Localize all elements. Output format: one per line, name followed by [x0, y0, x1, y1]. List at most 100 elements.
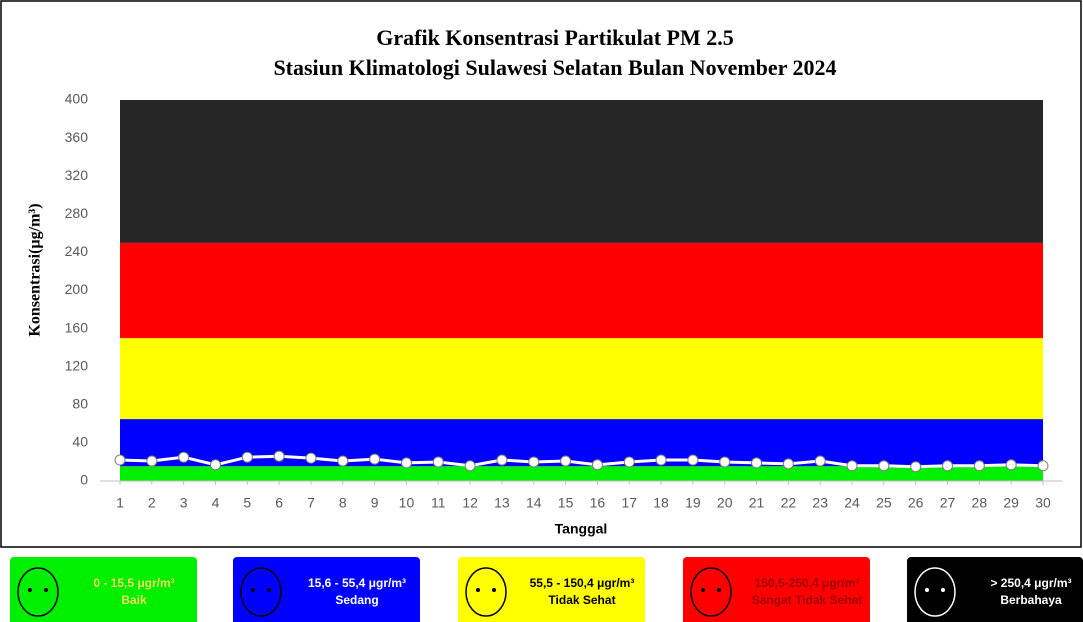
point — [719, 456, 731, 468]
point — [528, 456, 540, 468]
point — [464, 460, 476, 472]
x-tick-label: 12 — [462, 495, 478, 511]
face-eye — [251, 588, 255, 592]
x-tick-label: 14 — [526, 495, 542, 511]
y-tick-label: 400 — [65, 91, 89, 107]
x-tick-label: 10 — [399, 495, 415, 511]
face-eye — [717, 588, 721, 592]
legend-box — [233, 557, 420, 622]
point — [942, 460, 954, 472]
legend-label: Baik — [121, 593, 147, 607]
point — [337, 455, 349, 467]
face-icon — [240, 567, 282, 617]
point — [846, 460, 858, 472]
face-icon — [465, 567, 507, 617]
point — [782, 458, 794, 470]
band — [120, 338, 1043, 420]
point — [496, 454, 508, 466]
point — [560, 455, 572, 467]
y-tick-label: 120 — [65, 357, 89, 373]
x-tick-label: 26 — [908, 495, 924, 511]
legend-label: Tidak Sehat — [548, 593, 615, 607]
point — [209, 459, 221, 471]
x-tick-label: 30 — [1035, 495, 1051, 511]
band — [120, 466, 1043, 481]
x-tick-label: 19 — [685, 495, 701, 511]
legend-range: 55,5 - 150,4 μgr/m³ — [530, 576, 635, 590]
face-eye — [267, 588, 271, 592]
x-tick-label: 21 — [749, 495, 765, 511]
point — [369, 453, 381, 465]
x-axis-label: Tanggal — [555, 521, 608, 537]
y-tick-label: 280 — [65, 205, 89, 221]
point — [814, 455, 826, 467]
legend-label: Sangat Tidak Sehat — [752, 593, 862, 607]
legend-range: 150,5-250,4 μgr/m³ — [755, 576, 860, 590]
point — [910, 461, 922, 473]
point — [878, 460, 890, 472]
x-tick-label: 20 — [717, 495, 733, 511]
x-tick-label: 17 — [621, 495, 637, 511]
y-tick-label: 200 — [65, 281, 89, 297]
point — [623, 456, 635, 468]
x-tick-label: 28 — [972, 495, 988, 511]
x-tick-label: 8 — [339, 495, 347, 511]
band — [120, 100, 1043, 243]
face-eye — [492, 588, 496, 592]
x-tick-label: 2 — [148, 495, 156, 511]
point — [400, 457, 412, 469]
point — [178, 451, 190, 463]
y-tick-label: 160 — [65, 319, 89, 335]
x-tick-label: 6 — [275, 495, 283, 511]
point — [973, 460, 985, 472]
point — [146, 455, 158, 467]
x-tick-label: 13 — [494, 495, 510, 511]
face-eye — [28, 588, 32, 592]
x-tick-label: 29 — [1003, 495, 1019, 511]
face-icon — [914, 567, 956, 617]
x-tick-label: 7 — [307, 495, 315, 511]
point — [273, 450, 285, 462]
point — [687, 454, 699, 466]
face-eye — [701, 588, 705, 592]
y-tick-label: 0 — [80, 472, 88, 488]
y-tick-label: 40 — [72, 434, 88, 450]
x-tick-label: 9 — [371, 495, 379, 511]
point — [751, 457, 763, 469]
x-tick-label: 1 — [116, 495, 124, 511]
legend-range: 0 - 15,5 μgr/m³ — [93, 576, 174, 590]
band — [120, 419, 1043, 467]
chart-title: Grafik Konsentrasi Partikulat PM 2.5 — [376, 25, 733, 50]
point — [591, 459, 603, 471]
point — [305, 452, 317, 464]
x-tick-label: 11 — [431, 495, 446, 511]
legend-box — [10, 557, 197, 622]
face-eye — [925, 588, 929, 592]
face-eye — [44, 588, 48, 592]
x-tick-label: 3 — [180, 495, 188, 511]
legend-box — [458, 557, 645, 622]
point — [114, 454, 126, 466]
point — [241, 451, 253, 463]
x-tick-label: 27 — [940, 495, 956, 511]
y-tick-label: 240 — [65, 243, 89, 259]
point — [1005, 459, 1017, 471]
legend-range: > 250,4 μgr/m³ — [990, 576, 1071, 590]
x-tick-label: 16 — [590, 495, 606, 511]
legend-label: Sedang — [335, 593, 378, 607]
face-icon — [690, 567, 732, 617]
x-tick-label: 22 — [781, 495, 797, 511]
legend-range: 15,6 - 55,4 μgr/m³ — [308, 576, 406, 590]
x-tick-label: 25 — [876, 495, 892, 511]
band — [120, 242, 1043, 339]
y-tick-label: 80 — [72, 396, 88, 412]
y-tick-label: 320 — [65, 167, 89, 183]
y-tick-label: 360 — [65, 129, 89, 145]
point — [432, 456, 444, 468]
x-tick-label: 18 — [653, 495, 669, 511]
y-axis-label: Konsentrasi(µg/m³) — [27, 203, 44, 336]
face-eye — [476, 588, 480, 592]
x-tick-label: 24 — [844, 495, 860, 511]
face-icon — [17, 567, 59, 617]
